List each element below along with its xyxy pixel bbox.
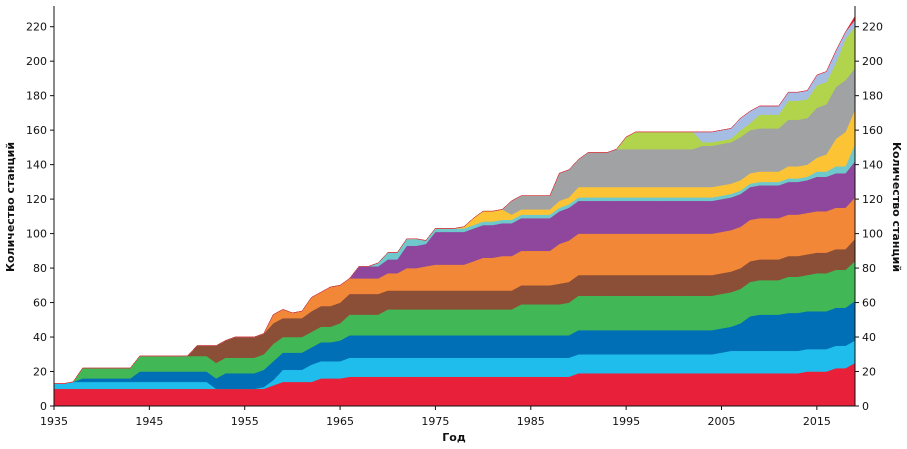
y-tick-label-right: 220 — [862, 21, 883, 34]
y-tick-label-right: 200 — [862, 55, 883, 68]
y-axis-label-right: Количество станций — [890, 142, 903, 272]
y-tick-label-left: 120 — [26, 193, 47, 206]
y-tick-label-left: 160 — [26, 124, 47, 137]
x-tick-label: 2005 — [708, 415, 736, 428]
y-tick-label-left: 140 — [26, 159, 47, 172]
x-tick-label: 1945 — [135, 415, 163, 428]
y-tick-label-right: 20 — [862, 366, 876, 379]
y-tick-label-left: 100 — [26, 228, 47, 241]
y-tick-label-right: 40 — [862, 331, 876, 344]
y-tick-label-right: 140 — [862, 159, 883, 172]
y-tick-label-left: 180 — [26, 90, 47, 103]
y-tick-label-right: 120 — [862, 193, 883, 206]
y-tick-label-right: 80 — [862, 262, 876, 275]
y-tick-label-left: 60 — [33, 297, 47, 310]
x-tick-label: 2015 — [803, 415, 831, 428]
y-tick-label-left: 40 — [33, 331, 47, 344]
y-tick-label-right: 100 — [862, 228, 883, 241]
area-series-group — [53, 15, 856, 407]
y-tick-label-left: 200 — [26, 55, 47, 68]
y-tick-label-right: 160 — [862, 124, 883, 137]
y-tick-label-right: 60 — [862, 297, 876, 310]
y-tick-label-left: 80 — [33, 262, 47, 275]
y-axis-label-left: Количество станций — [4, 142, 17, 272]
y-tick-label-left: 0 — [40, 400, 47, 413]
x-tick-label: 1955 — [231, 415, 259, 428]
axes-group — [50, 6, 859, 410]
x-tick-label: 1935 — [40, 415, 68, 428]
y-tick-label-right: 0 — [862, 400, 869, 413]
x-tick-label: 1965 — [326, 415, 354, 428]
y-tick-label-left: 20 — [33, 366, 47, 379]
x-axis-label: Год — [442, 431, 466, 444]
tick-labels-group: 0 0 20 20 40 40 60 60 80 80 100 100 120 120 140 140 160 1… — [26, 21, 883, 428]
y-tick-label-right: 180 — [862, 90, 883, 103]
x-tick-label: 1995 — [612, 415, 640, 428]
y-tick-label-left: 220 — [26, 21, 47, 34]
x-tick-label: 1985 — [517, 415, 545, 428]
x-tick-label: 1975 — [421, 415, 449, 428]
